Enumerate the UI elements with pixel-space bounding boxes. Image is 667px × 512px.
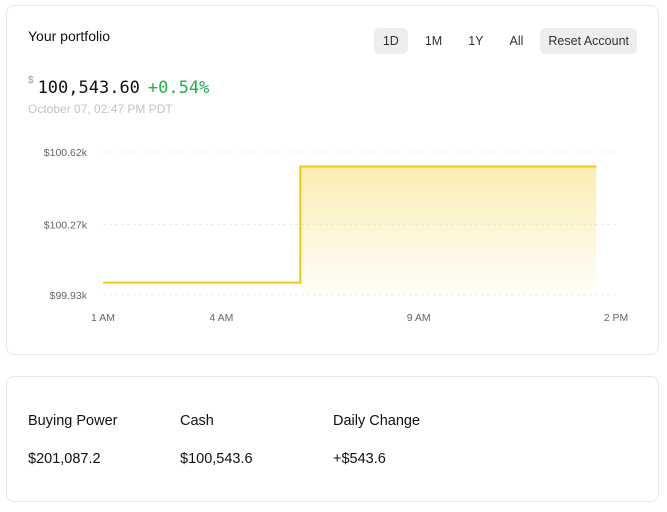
timestamp: October 07, 02:47 PM PDT <box>28 102 173 116</box>
buying-power-value: $201,087.2 <box>28 451 101 467</box>
cash-stat: Cash $100,543.6 <box>180 413 253 467</box>
x-tick-label: 1 AM <box>91 312 115 324</box>
portfolio-value: 100,543.60 <box>37 78 140 98</box>
change-percent: +0.54% <box>147 78 210 98</box>
cash-value: $100,543.6 <box>180 451 253 467</box>
daily-change-stat: Daily Change +$543.6 <box>333 413 420 467</box>
tab-all[interactable]: All <box>509 34 524 48</box>
y-tick-label: $100.27k <box>44 220 88 232</box>
stats-card: Buying Power $201,087.2 Cash $100,543.6 … <box>6 376 659 502</box>
tab-1m[interactable]: 1M <box>424 34 443 48</box>
chart-area <box>300 166 597 295</box>
y-tick-label: $99.93k <box>50 290 88 302</box>
daily-change-label: Daily Change <box>333 413 421 429</box>
portfolio-title: Your portfolio <box>28 28 110 44</box>
buying-power-label: Buying Power <box>28 413 118 429</box>
chart-line <box>103 165 597 284</box>
y-tick-label: $100.62k <box>44 147 88 159</box>
x-tick-label: 2 PM <box>604 312 629 324</box>
currency-symbol: $ <box>28 75 34 86</box>
x-tick-label: 4 AM <box>209 312 233 324</box>
x-tick-label: 9 AM <box>407 312 431 324</box>
tab-1d[interactable]: 1D <box>373 28 408 54</box>
buying-power-stat: Buying Power $201,087.2 <box>28 413 117 467</box>
daily-change-value: +$543.6 <box>333 451 386 467</box>
cash-label: Cash <box>180 413 214 429</box>
reset-account-button[interactable]: Reset Account <box>540 28 637 54</box>
tab-1y[interactable]: 1Y <box>468 34 484 48</box>
portfolio-card: Your portfolio 1D 1M 1Y All Reset Accoun… <box>6 5 659 355</box>
range-tabs: 1D 1M 1Y All Reset Account <box>373 28 637 54</box>
portfolio-value-row: $ 100,543.60 +0.54% <box>28 74 209 98</box>
